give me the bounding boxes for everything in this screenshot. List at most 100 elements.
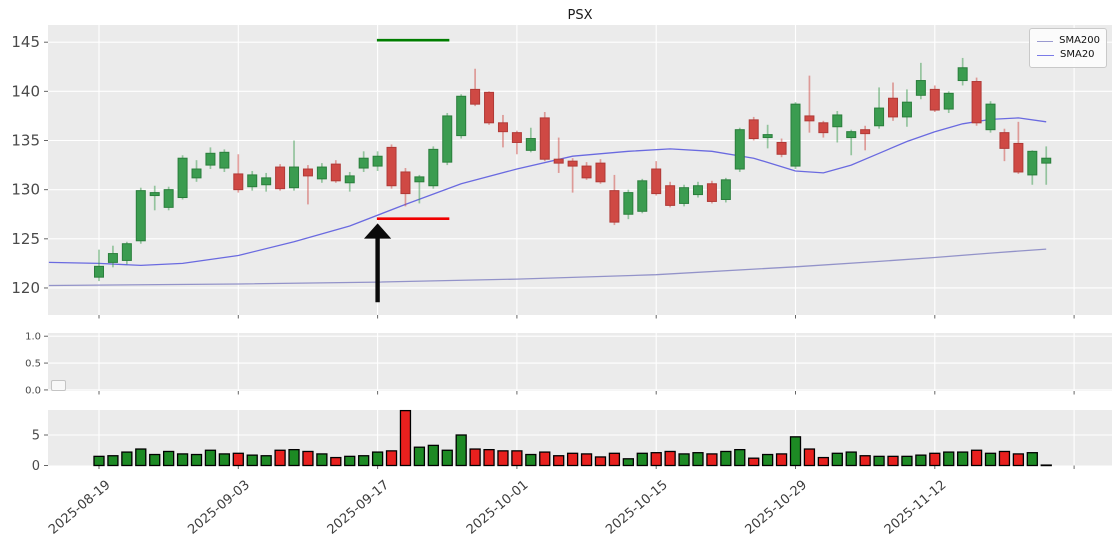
- candle-body: [372, 155, 383, 167]
- volume-bar: [274, 449, 286, 467]
- sma20-line-swatch: [1037, 54, 1054, 56]
- sma20-line: [48, 117, 1047, 267]
- candle: [149, 185, 160, 211]
- candle: [219, 149, 230, 172]
- volume-bar: [845, 451, 857, 467]
- candle: [163, 186, 174, 211]
- candle-body: [121, 243, 132, 261]
- volume-bar: [608, 452, 621, 467]
- candle: [177, 155, 188, 200]
- candle-body: [428, 148, 439, 187]
- candle: [316, 163, 327, 183]
- candle: [581, 162, 592, 180]
- volume-bar: [678, 453, 690, 467]
- volume-bar: [302, 450, 314, 467]
- price-ytick-label: 125: [11, 230, 40, 248]
- candle-body: [567, 160, 578, 167]
- x-date-label: 2025-09-17: [325, 478, 393, 538]
- candle-body: [219, 151, 230, 169]
- candle-body: [874, 107, 885, 127]
- candle: [94, 249, 104, 282]
- candle: [497, 114, 508, 148]
- candle: [372, 151, 383, 171]
- candle: [651, 161, 662, 196]
- volume-bar: [539, 451, 551, 467]
- candle-body: [316, 166, 327, 180]
- volume-bar: [775, 453, 788, 467]
- volume-bar: [330, 456, 342, 467]
- candle-body: [205, 152, 216, 166]
- candle: [511, 130, 522, 155]
- volume-bar: [873, 455, 885, 467]
- volume-bar: [344, 455, 356, 467]
- price-ytick-label: 130: [11, 181, 40, 199]
- chart-title: PSX: [567, 8, 593, 23]
- candle-body: [623, 192, 634, 215]
- volume-bar: [107, 455, 119, 467]
- candle: [121, 241, 132, 265]
- candle: [818, 120, 829, 138]
- candle-body: [651, 168, 662, 195]
- x-axis-labels: 2025-08-19 2025-09-03 2025-09-17 2025-10-01…: [46, 478, 949, 538]
- candle: [595, 159, 606, 184]
- volume-bars: [93, 409, 1052, 467]
- candle: [247, 170, 258, 191]
- volume-bar: [817, 456, 830, 467]
- indicator-panel-bg: [48, 333, 1112, 391]
- sma200-line-swatch: [1037, 40, 1054, 42]
- price-ytick-label: 135: [11, 132, 40, 150]
- volume-bar: [316, 453, 328, 467]
- candle: [679, 184, 690, 207]
- candle: [832, 111, 843, 143]
- candle-body: [595, 162, 606, 183]
- volume-bar: [957, 451, 969, 467]
- candle-body: [511, 132, 522, 143]
- candle: [1013, 121, 1024, 174]
- volume-bar: [218, 453, 231, 467]
- candle-body: [999, 132, 1010, 149]
- price-ytick-label: 145: [11, 33, 40, 51]
- candle: [1041, 146, 1052, 185]
- candle: [330, 160, 341, 183]
- candle: [525, 127, 536, 153]
- legend-item-sma20: SMA20: [1037, 48, 1100, 62]
- candle-body: [804, 115, 815, 122]
- candle-body: [985, 103, 996, 131]
- volume-bar: [455, 434, 467, 467]
- candle: [929, 85, 940, 112]
- volume-bar: [789, 436, 802, 467]
- candle: [191, 160, 202, 182]
- candle-body: [177, 157, 188, 199]
- candle-body: [957, 67, 968, 82]
- volume-bar: [566, 452, 579, 467]
- volume-bar: [887, 455, 899, 467]
- candle: [261, 172, 272, 192]
- volume-bar: [984, 452, 997, 467]
- candle-body: [275, 166, 286, 190]
- volume-bar: [176, 453, 189, 467]
- candle: [289, 140, 300, 191]
- candle: [442, 112, 453, 166]
- candle: [985, 101, 996, 133]
- x-date-label: 2025-08-19: [46, 478, 114, 538]
- volume-bar: [859, 455, 871, 467]
- candle-body: [358, 157, 369, 169]
- candle: [275, 164, 286, 191]
- volume-bar: [135, 448, 147, 467]
- candle: [484, 91, 495, 125]
- candle-body: [1027, 150, 1038, 176]
- candle-body: [665, 185, 676, 206]
- candle: [456, 94, 467, 139]
- sma200-line: [48, 248, 1047, 287]
- candle: [720, 177, 731, 203]
- candle-body: [484, 91, 495, 124]
- candle-body: [790, 103, 801, 167]
- candle-body: [888, 97, 899, 118]
- volume-bar: [580, 453, 593, 467]
- volume-bar: [901, 455, 913, 467]
- candle: [874, 87, 885, 129]
- volume-bar: [636, 452, 648, 467]
- volume-bar: [260, 455, 272, 467]
